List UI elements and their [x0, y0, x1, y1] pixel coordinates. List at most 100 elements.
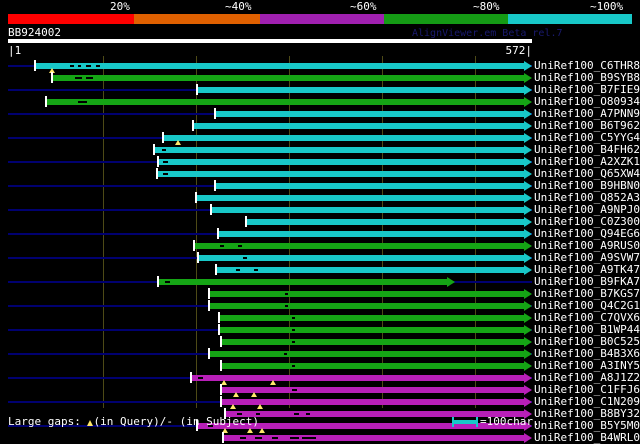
hsp-bar[interactable]: [190, 375, 524, 381]
hit-label[interactable]: UniRef100_B9SYB8: [534, 71, 640, 84]
hsp-bar[interactable]: [217, 231, 524, 237]
hsp-bar[interactable]: [220, 387, 524, 393]
hit-label[interactable]: UniRef100_C1FFJ6: [534, 383, 640, 396]
hsp-bar[interactable]: [208, 303, 524, 309]
alignment-row[interactable]: UniRef100_Q4C2G1: [0, 299, 640, 312]
hit-label[interactable]: UniRef100_B9HBN0: [534, 179, 640, 192]
alignment-row[interactable]: UniRef100_Q65XW4: [0, 167, 640, 180]
alignment-row[interactable]: UniRef100_Q94EG6: [0, 227, 640, 240]
hit-label[interactable]: UniRef100_A9RUS0: [534, 239, 640, 252]
alignment-row[interactable]: UniRef100_C1N209: [0, 395, 640, 409]
hit-label[interactable]: UniRef100_B4WRL0: [534, 431, 640, 444]
alignment-row[interactable]: UniRef100_C1FFJ6: [0, 383, 640, 397]
hsp-bar[interactable]: [192, 123, 524, 129]
hit-label[interactable]: UniRef100_O80934: [534, 95, 640, 108]
hit-label[interactable]: UniRef100_B0C525: [534, 335, 640, 348]
alignment-row[interactable]: UniRef100_B9SYB8: [0, 71, 640, 84]
hsp-bar[interactable]: [193, 243, 524, 249]
alignment-row[interactable]: UniRef100_A8J1Z2: [0, 371, 640, 385]
hsp-start-tick: [220, 396, 222, 407]
hit-label[interactable]: UniRef100_A8J1Z2: [534, 371, 640, 384]
hit-label[interactable]: UniRef100_B7KGS7: [534, 287, 640, 300]
alignment-row[interactable]: UniRef100_B9HBN0: [0, 179, 640, 192]
hsp-bar[interactable]: [157, 159, 524, 165]
hsp-bar[interactable]: [214, 111, 524, 117]
hit-label[interactable]: UniRef100_C6THR8: [534, 59, 640, 72]
hsp-bar[interactable]: [220, 339, 524, 345]
hsp-bar[interactable]: [218, 315, 524, 321]
hit-label[interactable]: UniRef100_A2XZK1: [534, 155, 640, 168]
alignment-row[interactable]: UniRef100_B4WRL0: [0, 431, 640, 444]
alignment-row[interactable]: UniRef100_A9RUS0: [0, 239, 640, 252]
hsp-bar[interactable]: [162, 135, 524, 141]
hsp-bar[interactable]: [51, 75, 524, 81]
hsp-arrowhead: [524, 121, 532, 131]
hit-label[interactable]: UniRef100_C0Z300: [534, 215, 640, 228]
alignment-row[interactable]: UniRef100_C5YYG4: [0, 131, 640, 145]
alignment-row[interactable]: UniRef100_A3INY5: [0, 359, 640, 372]
alignment-row[interactable]: UniRef100_B9FKA7: [0, 275, 640, 288]
hit-label[interactable]: UniRef100_A3INY5: [534, 359, 640, 372]
hit-label[interactable]: UniRef100_A9SVW7: [534, 251, 640, 264]
alignment-row[interactable]: UniRef100_B8BY32: [0, 407, 640, 420]
alignment-row[interactable]: UniRef100_B1WP44: [0, 323, 640, 336]
alignment-row[interactable]: UniRef100_B7KGS7: [0, 287, 640, 300]
hsp-bar[interactable]: [45, 99, 524, 105]
hit-label[interactable]: UniRef100_C7QVX6: [534, 311, 640, 324]
hit-label[interactable]: UniRef100_Q94EG6: [534, 227, 640, 240]
alignment-row[interactable]: UniRef100_A7PNN9: [0, 107, 640, 120]
hit-label[interactable]: UniRef100_A9TK47: [534, 263, 640, 276]
hsp-bar[interactable]: [156, 171, 524, 177]
alignment-row[interactable]: UniRef100_O80934: [0, 95, 640, 108]
alignment-row[interactable]: UniRef100_Q852A3: [0, 191, 640, 204]
hsp-bar[interactable]: [220, 363, 524, 369]
hsp-bar[interactable]: [210, 207, 524, 213]
hsp-bar[interactable]: [196, 87, 524, 93]
hit-label[interactable]: UniRef100_Q852A3: [534, 191, 640, 204]
hit-label[interactable]: UniRef100_B9FKA7: [534, 275, 640, 288]
hsp-bar[interactable]: [153, 147, 524, 153]
hsp-bar[interactable]: [214, 183, 524, 189]
hit-label[interactable]: UniRef100_B4FH62: [534, 143, 640, 156]
hit-label[interactable]: UniRef100_Q4C2G1: [534, 299, 640, 312]
alignment-row[interactable]: UniRef100_B5Y5M0: [0, 419, 640, 433]
hit-label[interactable]: UniRef100_B7FIE9: [534, 83, 640, 96]
gridline-1: [196, 56, 197, 408]
alignment-row[interactable]: UniRef100_C7QVX6: [0, 311, 640, 324]
hit-label[interactable]: UniRef100_B4B3X6: [534, 347, 640, 360]
alignment-row[interactable]: UniRef100_A9SVW7: [0, 251, 640, 264]
hit-label[interactable]: UniRef100_B8BY32: [534, 407, 640, 420]
hsp-bar[interactable]: [208, 351, 524, 357]
alignment-row[interactable]: UniRef100_A9NPJ0: [0, 203, 640, 216]
hsp-bar[interactable]: [196, 423, 524, 429]
hsp-bar[interactable]: [157, 279, 447, 285]
hsp-bar[interactable]: [195, 195, 524, 201]
hit-label[interactable]: UniRef100_Q65XW4: [534, 167, 640, 180]
hit-label[interactable]: UniRef100_B6T962: [534, 119, 640, 132]
hsp-arrowhead: [524, 145, 532, 155]
alignment-row[interactable]: UniRef100_B4FH62: [0, 143, 640, 156]
hit-label[interactable]: UniRef100_A9NPJ0: [534, 203, 640, 216]
hsp-bar[interactable]: [34, 63, 524, 69]
alignment-row[interactable]: UniRef100_B4B3X6: [0, 347, 640, 360]
hit-label[interactable]: UniRef100_C5YYG4: [534, 131, 640, 144]
hsp-bar[interactable]: [245, 219, 524, 225]
alignment-row[interactable]: UniRef100_A2XZK1: [0, 155, 640, 168]
hsp-bar[interactable]: [224, 411, 524, 417]
hit-label[interactable]: UniRef100_A7PNN9: [534, 107, 640, 120]
hsp-bar[interactable]: [220, 399, 524, 405]
alignment-row[interactable]: UniRef100_A9TK47: [0, 263, 640, 276]
hsp-bar[interactable]: [215, 267, 524, 273]
alignment-row[interactable]: UniRef100_C0Z300: [0, 215, 640, 228]
hit-label[interactable]: UniRef100_B5Y5M0: [534, 419, 640, 432]
alignment-row[interactable]: UniRef100_C6THR8: [0, 59, 640, 73]
hsp-bar[interactable]: [218, 327, 524, 333]
alignment-row[interactable]: UniRef100_B0C525: [0, 335, 640, 348]
alignment-row[interactable]: UniRef100_B7FIE9: [0, 83, 640, 96]
alignment-row[interactable]: UniRef100_B6T962: [0, 119, 640, 132]
hsp-bar[interactable]: [208, 291, 524, 297]
hit-label[interactable]: UniRef100_B1WP44: [534, 323, 640, 336]
hsp-bar[interactable]: [222, 435, 524, 441]
hit-label[interactable]: UniRef100_C1N209: [534, 395, 640, 408]
hsp-bar[interactable]: [197, 255, 524, 261]
